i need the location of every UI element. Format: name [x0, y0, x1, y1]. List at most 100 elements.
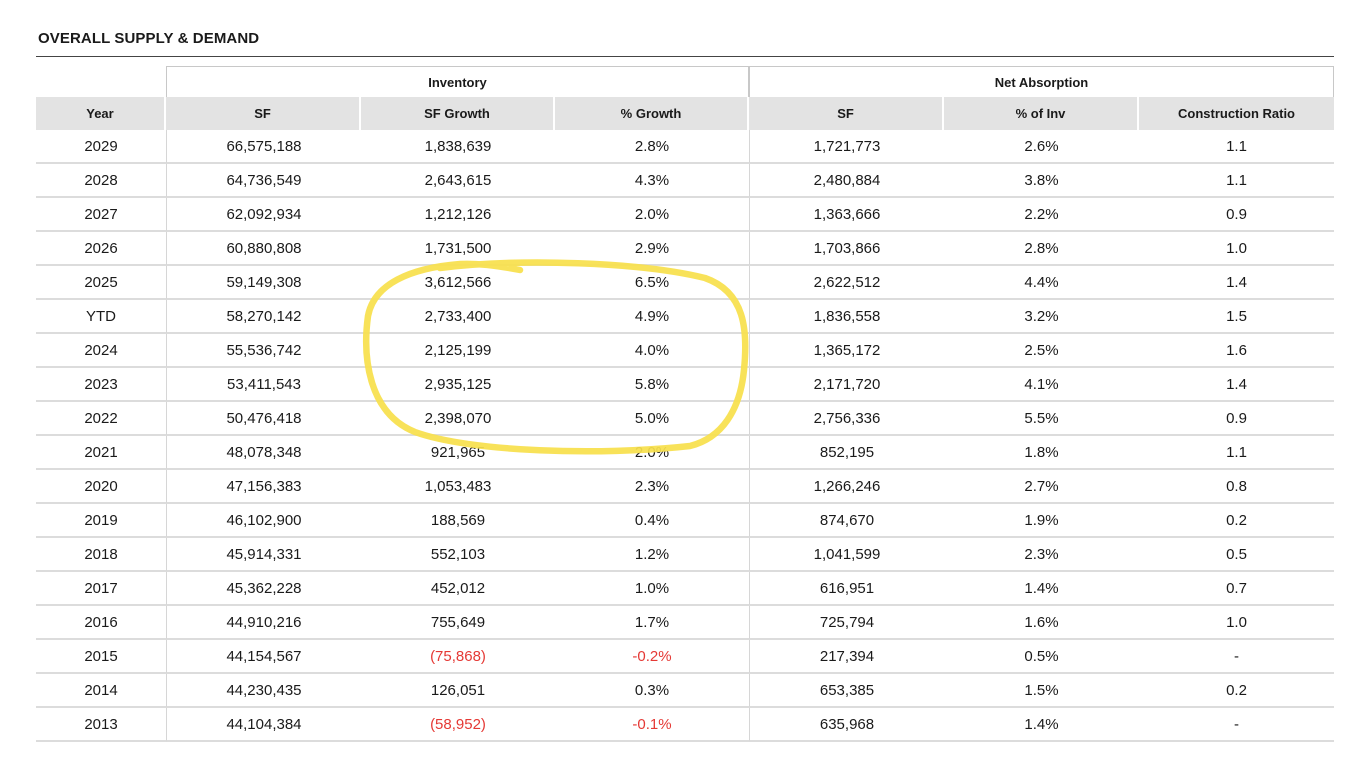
cell-construction-ratio: 1.1	[1139, 164, 1335, 198]
cell-sf-growth: 188,569	[361, 504, 555, 538]
cell-absorption-sf: 1,041,599	[749, 538, 944, 572]
cell-sf-growth: 2,398,070	[361, 402, 555, 436]
cell-construction-ratio: 0.2	[1139, 674, 1335, 708]
cell-year: 2028	[36, 164, 166, 198]
cell-pct-growth: 1.7%	[555, 606, 749, 640]
cell-pct-growth: 0.3%	[555, 674, 749, 708]
cell-construction-ratio: 1.6	[1139, 334, 1335, 368]
col-header-sf-growth: SF Growth	[361, 97, 555, 130]
table-row: 2016 44,910,216 755,649 1.7% 725,794 1.6% 1.0	[36, 606, 1335, 640]
table-row: 2014 44,230,435 126,051 0.3% 653,385 1.5% 0.2	[36, 674, 1335, 708]
cell-year: 2026	[36, 232, 166, 266]
cell-sf-growth: 1,838,639	[361, 130, 555, 164]
cell-absorption-sf: 2,756,336	[749, 402, 944, 436]
cell-sf-growth: 1,731,500	[361, 232, 555, 266]
cell-sf-growth: 452,012	[361, 572, 555, 606]
cell-pct-of-inv: 5.5%	[944, 402, 1139, 436]
cell-construction-ratio: 1.1	[1139, 436, 1335, 470]
cell-pct-of-inv: 2.6%	[944, 130, 1139, 164]
cell-inventory-sf: 62,092,934	[166, 198, 361, 232]
cell-pct-of-inv: 2.3%	[944, 538, 1139, 572]
group-header-spacer	[36, 66, 166, 97]
cell-year: 2014	[36, 674, 166, 708]
cell-year: 2013	[36, 708, 166, 742]
cell-pct-of-inv: 3.8%	[944, 164, 1139, 198]
cell-absorption-sf: 616,951	[749, 572, 944, 606]
cell-absorption-sf: 1,363,666	[749, 198, 944, 232]
cell-sf-growth: 2,125,199	[361, 334, 555, 368]
supply-demand-table: Inventory Net Absorption Year SF SF Grow…	[36, 66, 1335, 742]
table-body: 2029 66,575,188 1,838,639 2.8% 1,721,773 2.6%…	[36, 130, 1335, 742]
col-header-pct-growth: % Growth	[555, 97, 749, 130]
cell-pct-growth: 4.0%	[555, 334, 749, 368]
table-row: 2026 60,880,808 1,731,500 2.9% 1,703,866 2.8%…	[36, 232, 1335, 266]
cell-year: 2015	[36, 640, 166, 674]
col-header-pct-of-inv: % of Inv	[944, 97, 1139, 130]
cell-year: 2016	[36, 606, 166, 640]
table-row: 2021 48,078,348 921,965 2.0% 852,195 1.8% 1.1	[36, 436, 1335, 470]
table-row: 2028 64,736,549 2,643,615 4.3% 2,480,884 3.8%…	[36, 164, 1335, 198]
cell-inventory-sf: 46,102,900	[166, 504, 361, 538]
cell-absorption-sf: 2,622,512	[749, 266, 944, 300]
cell-construction-ratio: 1.4	[1139, 368, 1335, 402]
cell-inventory-sf: 45,914,331	[166, 538, 361, 572]
cell-sf-growth: 1,212,126	[361, 198, 555, 232]
cell-absorption-sf: 217,394	[749, 640, 944, 674]
cell-year: 2024	[36, 334, 166, 368]
cell-inventory-sf: 50,476,418	[166, 402, 361, 436]
table-row: 2022 50,476,418 2,398,070 5.0% 2,756,336 5.5%…	[36, 402, 1335, 436]
net-absorption-group-header: Net Absorption	[749, 66, 1335, 97]
cell-year: YTD	[36, 300, 166, 334]
cell-pct-of-inv: 1.5%	[944, 674, 1139, 708]
table-row: 2018 45,914,331 552,103 1.2% 1,041,599 2.3% 0.…	[36, 538, 1335, 572]
cell-year: 2020	[36, 470, 166, 504]
cell-pct-of-inv: 2.5%	[944, 334, 1139, 368]
cell-sf-growth: 2,733,400	[361, 300, 555, 334]
cell-sf-growth: 2,643,615	[361, 164, 555, 198]
cell-pct-of-inv: 3.2%	[944, 300, 1139, 334]
cell-absorption-sf: 1,836,558	[749, 300, 944, 334]
cell-construction-ratio: 1.4	[1139, 266, 1335, 300]
cell-construction-ratio: 0.5	[1139, 538, 1335, 572]
table-row: 2017 45,362,228 452,012 1.0% 616,951 1.4% 0.7	[36, 572, 1335, 606]
cell-pct-growth: 5.0%	[555, 402, 749, 436]
cell-pct-of-inv: 2.7%	[944, 470, 1139, 504]
cell-pct-of-inv: 1.4%	[944, 708, 1139, 742]
cell-sf-growth: 921,965	[361, 436, 555, 470]
cell-absorption-sf: 725,794	[749, 606, 944, 640]
cell-construction-ratio: 0.7	[1139, 572, 1335, 606]
cell-inventory-sf: 60,880,808	[166, 232, 361, 266]
cell-year: 2023	[36, 368, 166, 402]
cell-absorption-sf: 1,365,172	[749, 334, 944, 368]
cell-year: 2027	[36, 198, 166, 232]
table-row: 2013 44,104,384 (58,952) -0.1% 635,968 1.4% -	[36, 708, 1335, 742]
cell-pct-of-inv: 2.2%	[944, 198, 1139, 232]
cell-pct-of-inv: 4.4%	[944, 266, 1139, 300]
cell-pct-growth: 2.0%	[555, 436, 749, 470]
table-row: 2024 55,536,742 2,125,199 4.0% 1,365,172 2.5%…	[36, 334, 1335, 368]
cell-construction-ratio: 1.0	[1139, 606, 1335, 640]
cell-pct-growth: 2.8%	[555, 130, 749, 164]
col-header-year: Year	[36, 97, 166, 130]
cell-sf-growth: 755,649	[361, 606, 555, 640]
cell-year: 2018	[36, 538, 166, 572]
cell-sf-growth: (58,952)	[361, 708, 555, 742]
table-row: 2029 66,575,188 1,838,639 2.8% 1,721,773 2.6%…	[36, 130, 1335, 164]
cell-year: 2019	[36, 504, 166, 538]
cell-inventory-sf: 44,154,567	[166, 640, 361, 674]
cell-year: 2017	[36, 572, 166, 606]
table-row: 2025 59,149,308 3,612,566 6.5% 2,622,512 4.4%…	[36, 266, 1335, 300]
col-header-absorption-sf: SF	[749, 97, 944, 130]
table-row: 2015 44,154,567 (75,868) -0.2% 217,394 0.5% -	[36, 640, 1335, 674]
cell-pct-of-inv: 2.8%	[944, 232, 1139, 266]
inventory-group-header: Inventory	[166, 66, 749, 97]
cell-inventory-sf: 66,575,188	[166, 130, 361, 164]
cell-inventory-sf: 58,270,142	[166, 300, 361, 334]
cell-absorption-sf: 2,171,720	[749, 368, 944, 402]
cell-pct-growth: 0.4%	[555, 504, 749, 538]
cell-inventory-sf: 44,104,384	[166, 708, 361, 742]
table-row: 2020 47,156,383 1,053,483 2.3% 1,266,246 2.7%…	[36, 470, 1335, 504]
cell-year: 2029	[36, 130, 166, 164]
cell-construction-ratio: -	[1139, 708, 1335, 742]
table-row: 2019 46,102,900 188,569 0.4% 874,670 1.9% 0.2	[36, 504, 1335, 538]
